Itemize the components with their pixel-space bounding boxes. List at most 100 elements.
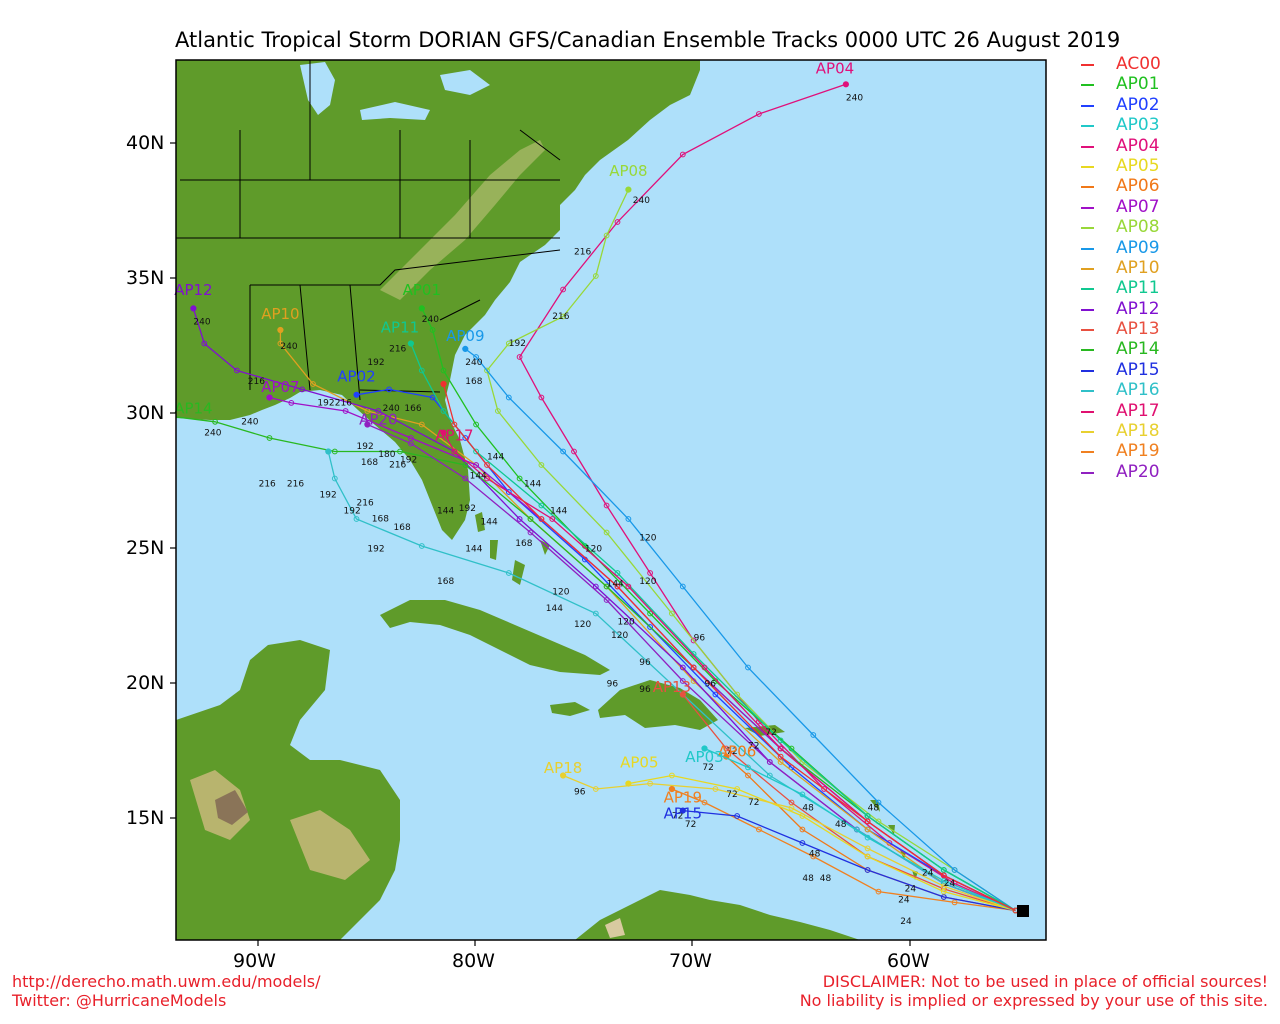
track-point bbox=[440, 429, 447, 436]
disclaimer-line-1: DISCLAIMER: Not to be used in place of o… bbox=[822, 972, 1268, 991]
track-point bbox=[473, 421, 480, 428]
track-name-labels: AP04 AP08 AP01 AP12 AP10 AP11 AP09 AP02 AP07 AP14… bbox=[174, 60, 854, 823]
track-point bbox=[407, 340, 414, 347]
track-point bbox=[473, 462, 480, 468]
lat-label-35n: 35N bbox=[126, 267, 165, 289]
track-line bbox=[410, 343, 1016, 912]
legend-label: AC00 bbox=[1116, 54, 1161, 74]
track-name-label: AP14 bbox=[174, 400, 212, 418]
track-point bbox=[538, 516, 545, 522]
track-point bbox=[799, 826, 806, 833]
track-point bbox=[451, 421, 458, 428]
plot-frame bbox=[175, 59, 1047, 941]
track-name-label: AP09 bbox=[446, 327, 484, 345]
great-lakes bbox=[300, 62, 490, 120]
track-point bbox=[505, 489, 512, 495]
track-name-label: AP03 bbox=[685, 748, 723, 766]
source-url-link[interactable]: http://derecho.math.uwm.edu/models/ bbox=[12, 972, 321, 991]
track-point bbox=[571, 448, 577, 455]
legend-label: AP17 bbox=[1116, 400, 1160, 421]
forecast-hour-label: 48 bbox=[802, 874, 814, 884]
track-point bbox=[516, 354, 523, 360]
forecast-hour-label: 216 bbox=[552, 312, 569, 322]
lat-label-40n: 40N bbox=[126, 132, 165, 154]
track-point bbox=[701, 799, 708, 806]
legend-swatch bbox=[1081, 410, 1094, 413]
legend-swatch bbox=[1081, 349, 1094, 352]
forecast-hour-label: 144 bbox=[437, 507, 454, 517]
legend-label: AP09 bbox=[1116, 237, 1160, 258]
disclaimer: DISCLAIMER: Not to be used in place of o… bbox=[800, 972, 1268, 1010]
track-point bbox=[440, 408, 447, 414]
track-name-label: AP19 bbox=[664, 789, 702, 807]
landmass-layer bbox=[176, 60, 918, 940]
forecast-hour-label: 48 bbox=[802, 804, 814, 814]
legend-swatch bbox=[1081, 186, 1094, 189]
track-point bbox=[864, 834, 871, 841]
map-title: Atlantic Tropical Storm DORIAN GFS/Canad… bbox=[175, 28, 1121, 52]
track-line bbox=[682, 694, 1016, 912]
forecast-hour-label: 144 bbox=[607, 580, 624, 590]
track-point bbox=[353, 516, 360, 522]
track-ap05 bbox=[625, 772, 1019, 914]
track-name-label: AP12 bbox=[174, 281, 212, 299]
track-point bbox=[603, 232, 610, 239]
track-point bbox=[723, 745, 730, 752]
forecast-hour-label: 120 bbox=[639, 577, 656, 587]
highland-peak bbox=[215, 790, 248, 825]
track-point bbox=[331, 448, 338, 455]
lat-label-30n: 30N bbox=[126, 402, 165, 424]
forecast-hour-label: 144 bbox=[481, 517, 498, 527]
state-borders bbox=[176, 60, 561, 401]
forecast-hour-label: 144 bbox=[465, 544, 482, 554]
track-point bbox=[418, 421, 425, 428]
track-point bbox=[734, 786, 740, 792]
track-point bbox=[603, 502, 610, 509]
forecast-hour-label: 144 bbox=[524, 480, 541, 490]
track-name-label: AP11 bbox=[381, 319, 419, 337]
track-name-label: AP20 bbox=[359, 411, 397, 429]
track-point bbox=[679, 151, 686, 158]
legend-swatch bbox=[1081, 165, 1094, 168]
track-point bbox=[766, 759, 773, 765]
track-point bbox=[614, 219, 621, 225]
track-point bbox=[777, 753, 784, 760]
track-point bbox=[418, 367, 425, 374]
forecast-hour-label: 240 bbox=[193, 318, 210, 328]
track-point bbox=[777, 745, 784, 752]
track-name-label: AP07 bbox=[261, 378, 299, 396]
track-point bbox=[614, 583, 621, 590]
track-point bbox=[668, 785, 676, 793]
lon-label-60w: 60W bbox=[887, 950, 930, 972]
legend-swatch bbox=[1081, 471, 1094, 474]
track-point bbox=[484, 462, 490, 468]
track-point bbox=[538, 502, 545, 509]
forecast-hour-label: 216 bbox=[389, 461, 406, 471]
track-point bbox=[234, 367, 240, 374]
legend-swatch bbox=[1081, 64, 1094, 66]
track-point bbox=[712, 786, 719, 792]
forecast-hour-label: 168 bbox=[465, 377, 482, 387]
track-point bbox=[473, 448, 480, 455]
track-point bbox=[212, 418, 219, 425]
track-point bbox=[940, 877, 947, 884]
track-name-label: AP05 bbox=[620, 753, 658, 771]
track-line bbox=[682, 809, 1016, 912]
track-point bbox=[777, 759, 784, 765]
legend-swatch bbox=[1081, 431, 1094, 434]
forecast-hour-label: 24 bbox=[944, 879, 956, 889]
legend-swatch bbox=[1081, 227, 1094, 230]
forecast-hour-label: 192 bbox=[317, 399, 334, 409]
track-point bbox=[603, 583, 610, 590]
track-point bbox=[201, 340, 208, 347]
track-point bbox=[310, 381, 316, 387]
forecast-hour-label: 216 bbox=[287, 480, 304, 490]
land-hispaniola bbox=[598, 680, 718, 730]
track-name-label: AP17 bbox=[435, 427, 473, 445]
track-point bbox=[864, 818, 871, 825]
footer-left: http://derecho.math.uwm.edu/models/ Twit… bbox=[12, 972, 320, 1010]
land-south-america bbox=[575, 890, 860, 940]
track-point bbox=[940, 883, 947, 890]
